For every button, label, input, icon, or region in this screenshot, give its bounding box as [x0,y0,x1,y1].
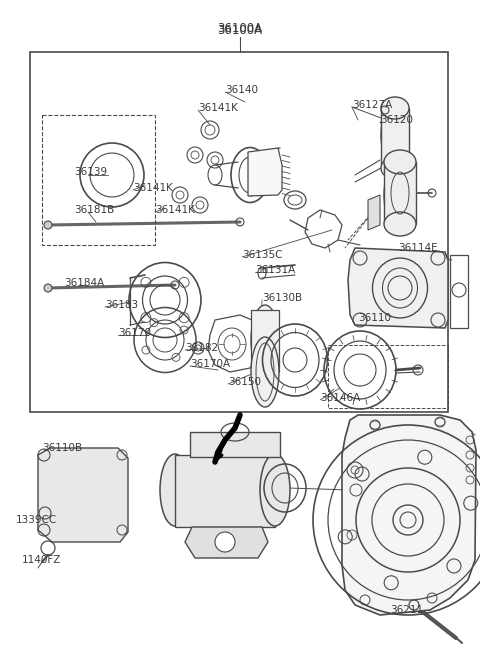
Circle shape [44,284,52,292]
Bar [384,162,416,224]
Text: 36150: 36150 [228,377,261,387]
Ellipse shape [160,454,190,526]
Ellipse shape [251,305,279,375]
Text: 36110B: 36110B [42,443,82,453]
Circle shape [44,221,52,229]
Text: 1140FZ: 1140FZ [22,555,61,565]
Text: 36182: 36182 [185,343,218,353]
Circle shape [215,532,235,552]
Text: 36110: 36110 [358,313,391,323]
Text: 36184A: 36184A [64,278,104,288]
Polygon shape [342,415,476,615]
Ellipse shape [384,212,416,236]
Text: 36141K: 36141K [133,183,173,193]
Polygon shape [348,248,448,328]
Bar [175,455,275,527]
Bar [381,108,409,168]
Text: 36127A: 36127A [352,100,392,110]
Ellipse shape [251,337,279,407]
Ellipse shape [384,159,416,231]
Text: 36141K: 36141K [198,103,238,113]
Text: 36120: 36120 [380,115,413,125]
Bar [190,432,280,457]
Text: 36139: 36139 [74,167,107,177]
Text: 36140: 36140 [225,85,258,95]
Text: 36211: 36211 [390,605,423,615]
Polygon shape [248,148,282,196]
Text: 36100A: 36100A [217,24,263,37]
Polygon shape [368,195,380,230]
Text: 36130B: 36130B [262,293,302,303]
Ellipse shape [381,102,409,168]
Text: 36114E: 36114E [398,243,438,253]
Text: 36183: 36183 [105,300,138,310]
Ellipse shape [381,157,409,179]
Text: 36141K: 36141K [155,205,195,215]
Ellipse shape [381,97,409,119]
Polygon shape [38,448,128,542]
Text: 36181B: 36181B [74,205,114,215]
Text: 1339CC: 1339CC [16,515,57,525]
Text: 36170A: 36170A [190,359,230,369]
Polygon shape [185,527,268,558]
Text: 36146A: 36146A [320,393,360,403]
Text: 36135C: 36135C [242,250,283,260]
Text: 36100A: 36100A [217,22,263,35]
Bar [30,52,448,412]
Ellipse shape [384,150,416,174]
Text: 36170: 36170 [118,328,151,338]
Ellipse shape [260,454,290,526]
Text: 36131A: 36131A [255,265,295,275]
Bar [251,310,279,372]
